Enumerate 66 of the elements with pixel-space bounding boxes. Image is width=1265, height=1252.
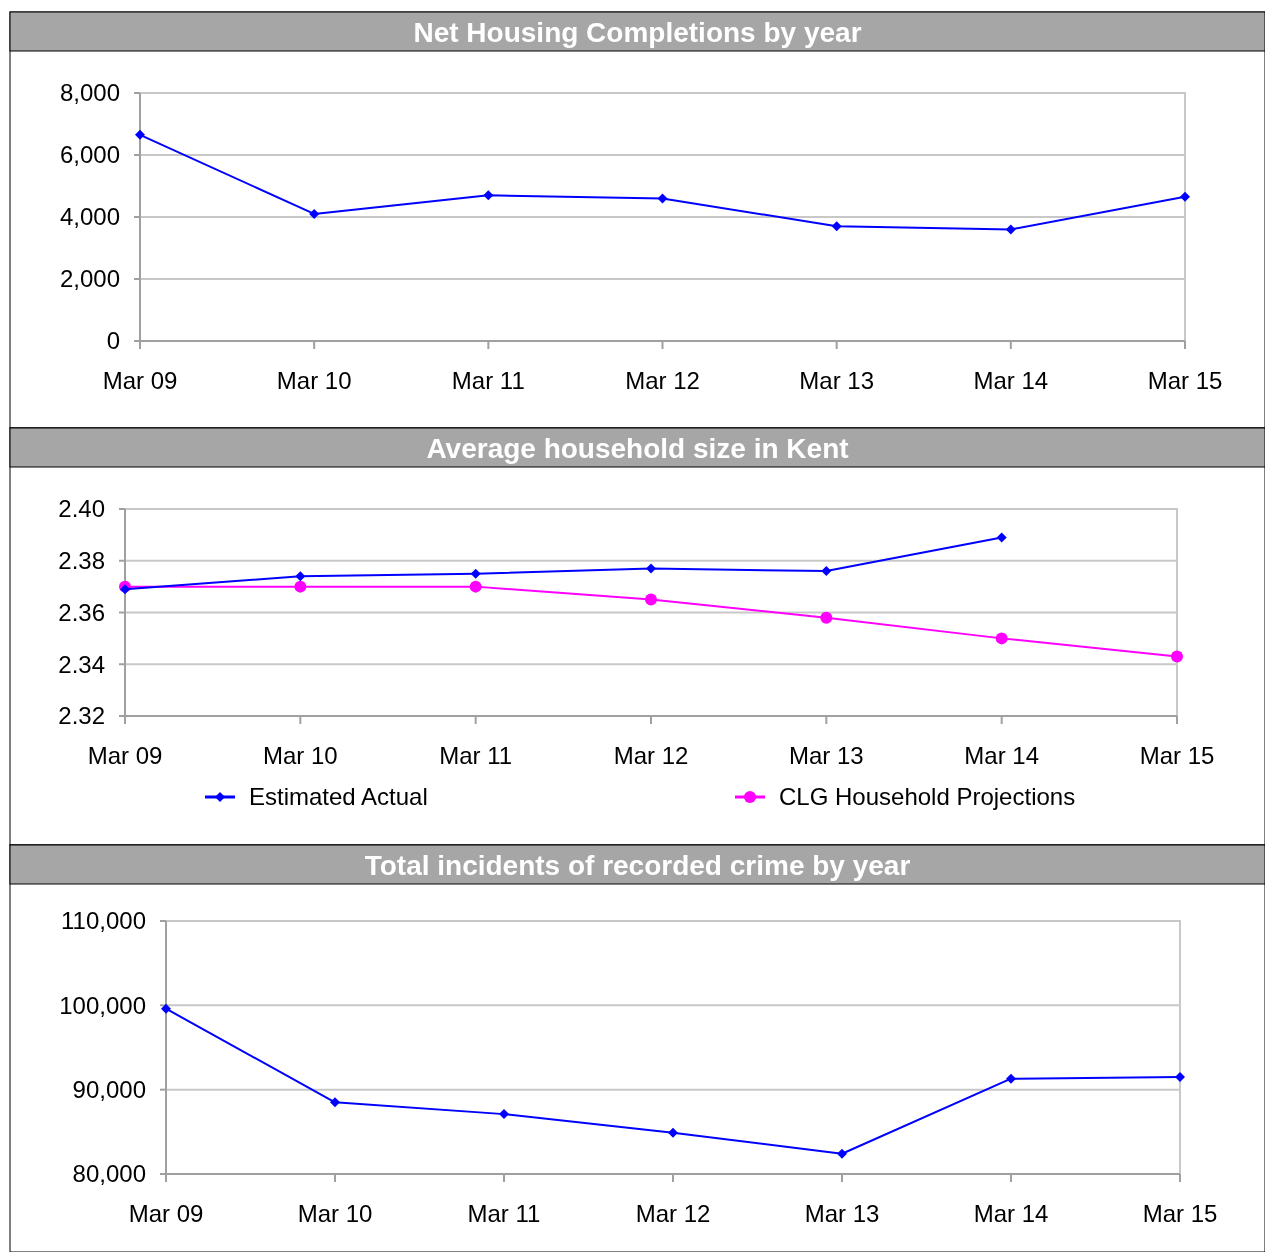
x-tick-label: Mar 11 (439, 742, 513, 769)
y-tick-label: 100,000 (59, 991, 146, 1019)
x-tick-label: Mar 14 (964, 742, 1040, 769)
y-tick-label: 4,000 (59, 203, 120, 231)
y-tick-label: 2,000 (59, 265, 120, 293)
y-tick-label: 90,000 (72, 1076, 146, 1104)
point (295, 571, 306, 582)
y-tick-label: 110,000 (61, 907, 146, 935)
point (646, 563, 656, 574)
point (1175, 1072, 1185, 1083)
x-tick-label: Mar 10 (262, 742, 338, 769)
y-tick-label: 8,000 (59, 79, 120, 107)
x-tick-label: Mar 11 (467, 1200, 541, 1227)
x-tick-label: Mar 13 (804, 1200, 880, 1227)
y-tick-label: 80,000 (72, 1160, 146, 1188)
y-tick-label: 2.36 (58, 598, 105, 626)
x-tick-label: Mar 11 (451, 367, 525, 394)
point (1171, 650, 1183, 663)
y-tick-label: 6,000 (59, 141, 120, 169)
point (330, 1097, 340, 1108)
point (837, 1148, 847, 1159)
chart-title: Total incidents of recorded crime by year (364, 850, 911, 881)
legend-label: Estimated Actual (249, 783, 428, 811)
chart-title: Average household size in Kent (426, 433, 849, 464)
y-tick-label: 0 (106, 327, 120, 355)
x-tick-label: Mar 09 (102, 367, 178, 394)
y-tick-label: 2.34 (58, 650, 105, 678)
x-tick-label: Mar 10 (276, 367, 352, 394)
x-tick-label: Mar 12 (635, 1200, 711, 1227)
x-tick-label: Mar 10 (297, 1200, 373, 1227)
point (645, 593, 657, 606)
y-tick-label: 2.40 (58, 495, 105, 523)
x-tick-label: Mar 12 (625, 367, 700, 394)
x-tick-label: Mar 13 (788, 742, 864, 769)
point (135, 129, 145, 140)
point (657, 193, 668, 204)
x-tick-label: Mar 12 (613, 742, 689, 769)
point (120, 584, 130, 595)
point (294, 580, 307, 593)
point (483, 190, 494, 201)
point (668, 1127, 678, 1138)
x-tick-label: Mar 15 (1142, 1200, 1218, 1227)
point (995, 632, 1008, 645)
x-tick-label: Mar 14 (973, 1200, 1049, 1227)
point (996, 532, 1007, 543)
point (309, 208, 320, 219)
x-tick-label: Mar 13 (799, 367, 875, 394)
point (831, 221, 842, 232)
x-tick-label: Mar 15 (1147, 367, 1223, 394)
y-tick-label: 2.32 (58, 702, 105, 730)
point (1006, 1073, 1016, 1084)
legend-label: CLG Household Projections (779, 783, 1076, 811)
x-tick-label: Mar 14 (973, 367, 1049, 394)
point (821, 566, 832, 577)
point (161, 1003, 171, 1014)
point (470, 568, 481, 579)
point (1005, 224, 1016, 235)
chart-title: Net Housing Completions by year (413, 17, 862, 48)
point (469, 580, 482, 593)
x-tick-label: Mar 09 (87, 742, 163, 769)
x-tick-label: Mar 09 (128, 1200, 204, 1227)
y-tick-label: 2.38 (58, 547, 105, 575)
point (820, 611, 833, 624)
point (499, 1109, 509, 1120)
x-tick-label: Mar 15 (1139, 742, 1215, 769)
point (1180, 191, 1190, 202)
